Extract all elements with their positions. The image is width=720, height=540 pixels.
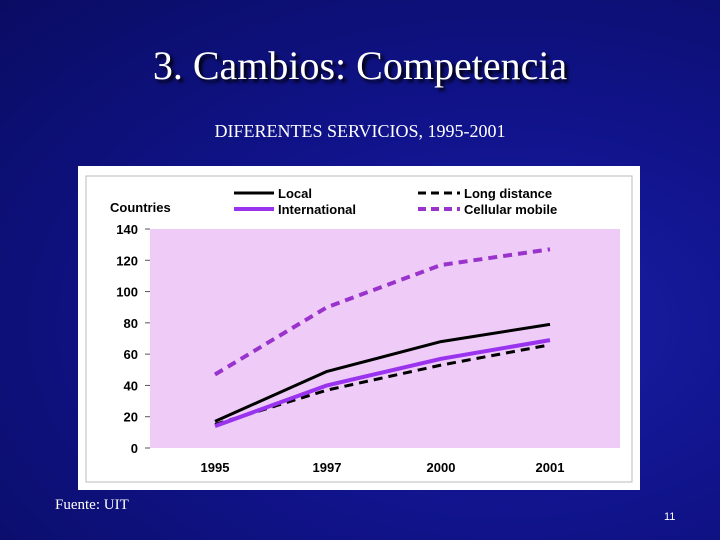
y-tick-label: 140 (116, 222, 138, 237)
chart-subtitle: DIFERENTES SERVICIOS, 1995-2001 (214, 121, 506, 141)
x-axis: 1995 1997 2000 2001 (201, 460, 565, 475)
series-line-long-distance (214, 343, 551, 426)
chart-container: Countries Local International Long dista… (78, 166, 640, 490)
series-line-cellular-mobile (213, 247, 551, 377)
y-tick-label: 0 (131, 441, 138, 456)
y-tick-label: 60 (124, 347, 138, 362)
page-number: 11 (664, 511, 676, 523)
y-tick-label: 80 (124, 316, 138, 331)
x-tick-label: 1997 (313, 460, 342, 475)
legend-label-long-distance: Long distance (464, 186, 552, 201)
y-tick-label: 120 (116, 253, 138, 268)
legend-label-international: International (278, 202, 356, 217)
x-tick-label: 2000 (427, 460, 456, 475)
legend-label-local: Local (278, 186, 312, 201)
y-tick-label: 100 (116, 285, 138, 300)
x-tick-label: 1995 (201, 460, 230, 475)
legend: Local International Long distance Cellul… (234, 186, 557, 217)
series-lines (213, 247, 551, 428)
legend-label-cellular-mobile: Cellular mobile (464, 202, 557, 217)
y-tick-label: 40 (124, 378, 138, 393)
line-chart: Countries Local International Long dista… (85, 175, 633, 483)
x-tick-label: 2001 (536, 460, 565, 475)
slide-title: 3. Cambios: Competencia (152, 43, 568, 88)
plot-area (150, 229, 620, 448)
series-line-international (214, 338, 551, 428)
y-tick-label: 20 (124, 410, 138, 425)
series-line-local (214, 322, 551, 423)
y-axis: 0 20 40 60 80 100 120 140 (116, 222, 150, 456)
y-axis-label: Countries (110, 200, 171, 215)
source-note: Fuente: UIT (55, 497, 129, 513)
